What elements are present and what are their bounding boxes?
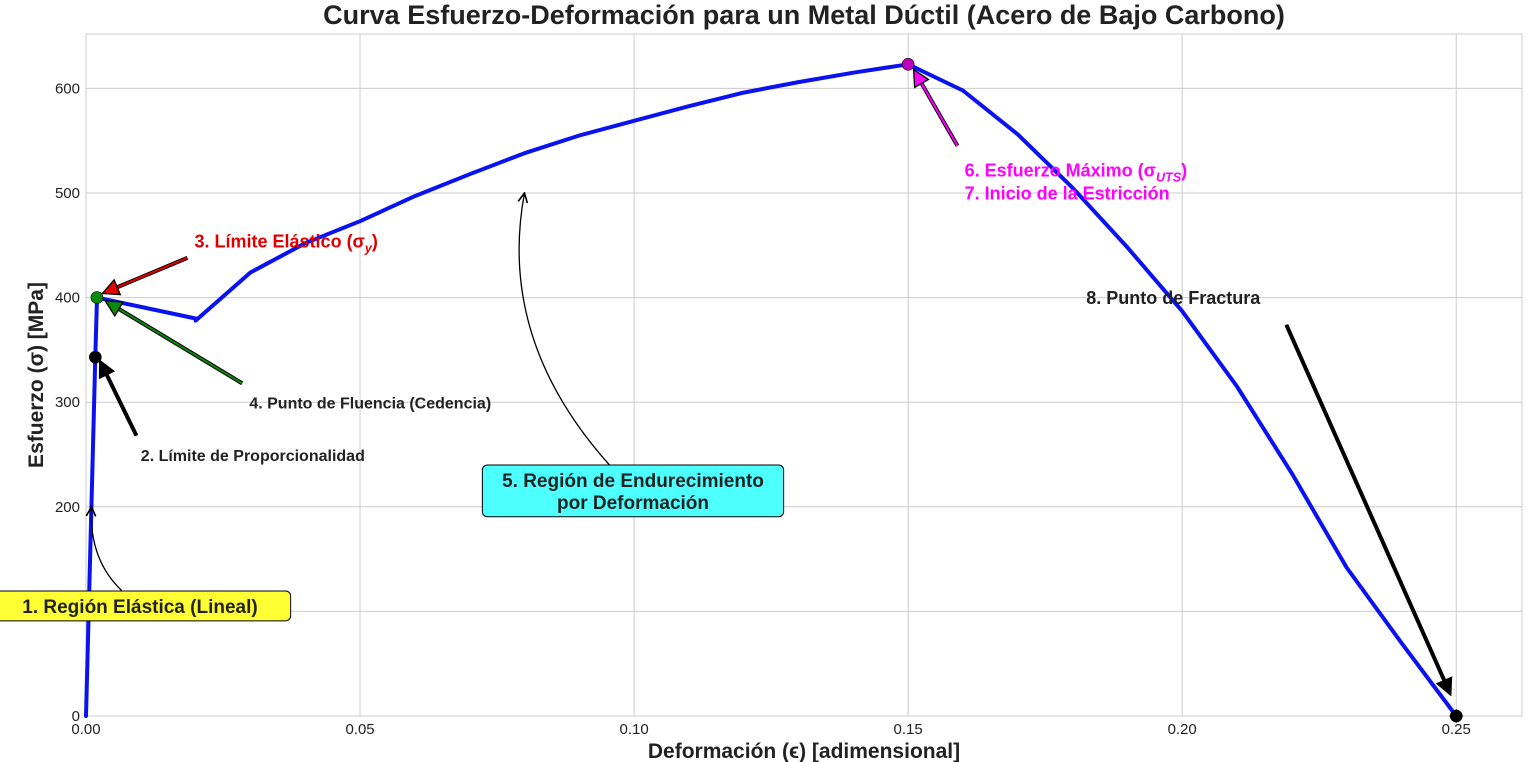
y-tick-label: 600 xyxy=(55,80,80,97)
plot-area xyxy=(85,33,1523,717)
fracture-arrow-shaft-fill xyxy=(1285,324,1446,681)
y-tick-label: 300 xyxy=(55,394,80,411)
fluencia-arrow-shaft-fill xyxy=(118,308,243,385)
annotation-labels: 1. Región Elástica (Lineal) 5. Región de … xyxy=(0,160,1261,622)
elastic-label: 1. Región Elástica (Lineal) xyxy=(0,590,292,622)
x-tick-label: 0.10 xyxy=(619,721,648,738)
x-tick-label: 0.25 xyxy=(1442,721,1471,738)
fluencia-arrow xyxy=(103,299,244,386)
x-tick-label: 0.20 xyxy=(1168,721,1197,738)
fracture-label: 8. Punto de Fractura xyxy=(1086,288,1261,308)
necking-label: 7. Inicio de la Estricción xyxy=(965,183,1170,203)
x-tick-label: 0.15 xyxy=(894,721,923,738)
hardening-label-text: 5. Región de Endurecimiento xyxy=(502,471,764,492)
fluencia-label: 4. Punto de Fluencia (Cedencia) xyxy=(249,395,491,412)
y-tick-label: 200 xyxy=(55,499,80,516)
y-axis-label: Esfuerzo (σ) [MPa] xyxy=(25,282,48,468)
proportional-arrow-shaft-fill xyxy=(105,374,138,437)
x-tick-label: 0.00 xyxy=(71,721,100,738)
y-tick-label: 0 xyxy=(72,708,80,725)
hardening-label-text: por Deformación xyxy=(557,493,709,514)
elastic-label-text: 1. Región Elástica (Lineal) xyxy=(22,597,257,618)
y-tick-label: 500 xyxy=(55,185,80,202)
hardening-curved-arrow xyxy=(519,193,610,466)
proportional-arrow xyxy=(98,359,139,437)
x-tick-label: 0.05 xyxy=(345,721,374,738)
series-group xyxy=(84,62,1459,718)
elastic-label-box xyxy=(0,590,292,622)
yield-arrow-shaft-fill xyxy=(116,256,188,289)
uts-arrow-shaft-fill xyxy=(920,82,959,147)
uts-arrow-head xyxy=(912,68,930,89)
hardening-label-box xyxy=(481,464,785,518)
yield-arrow xyxy=(101,256,189,296)
key-point-marker xyxy=(89,350,102,364)
y-tick-label: 400 xyxy=(55,290,80,307)
fracture-marker xyxy=(1449,709,1464,723)
x-axis-label: Deformación (ϵ) [adimensional] xyxy=(648,740,960,762)
yield-arrow-head xyxy=(101,278,122,296)
yield-label: 3. Límite Elástico (σy) xyxy=(195,231,378,255)
annotation-arrows xyxy=(91,68,1453,697)
proportional-arrow-head xyxy=(98,359,116,380)
fracture-arrow xyxy=(1284,323,1453,697)
chart-title: Curva Esfuerzo-Deformación para un Metal… xyxy=(323,0,1285,30)
uts-arrow xyxy=(912,68,960,147)
key-point-marker xyxy=(901,58,915,71)
elastic-curved-arrow xyxy=(91,507,123,591)
fracture-arrow-head xyxy=(1435,676,1453,697)
proportional-label: 2. Límite de Proporcionalidad xyxy=(141,448,365,465)
key-point-marker xyxy=(90,291,104,304)
key-points xyxy=(89,58,1464,723)
series-line xyxy=(84,62,1459,718)
uts-label: 6. Esfuerzo Máximo (σUTS) xyxy=(965,160,1188,184)
fluencia-arrow-head xyxy=(103,299,125,318)
